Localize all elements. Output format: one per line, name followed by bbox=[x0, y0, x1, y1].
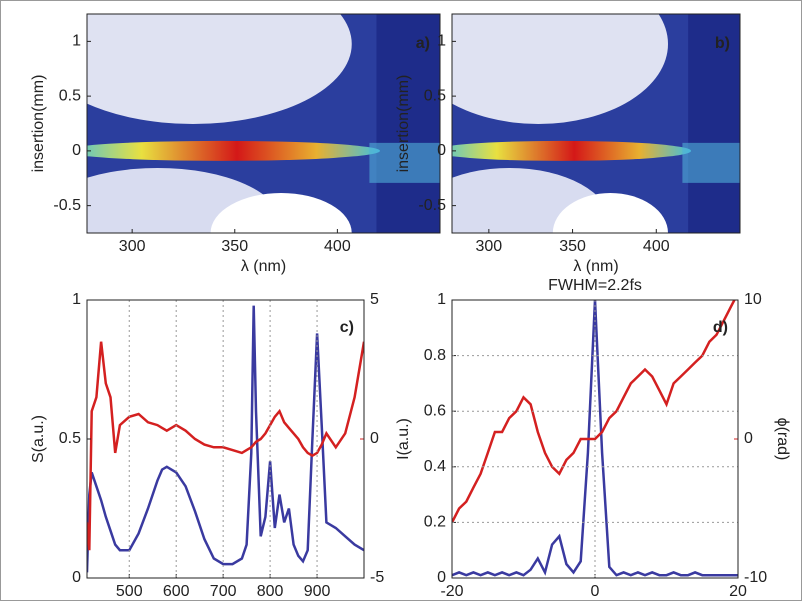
heatmap-band bbox=[87, 140, 380, 161]
line bbox=[87, 305, 364, 573]
y2-tick-label: 5 bbox=[370, 291, 379, 308]
y-tick-label: 0 bbox=[437, 569, 446, 586]
axes-box bbox=[86, 13, 441, 234]
plot-area bbox=[452, 14, 740, 233]
x-tick-label: 700 bbox=[210, 583, 237, 600]
y2-tick-label: 0 bbox=[744, 430, 753, 447]
heatmap-light bbox=[552, 193, 668, 233]
y-tick-label: 0 bbox=[72, 569, 81, 586]
y-tick-label: 1 bbox=[437, 33, 446, 50]
y2-axis-label: ϕ(rad) bbox=[774, 418, 791, 461]
y-tick-label: 1 bbox=[72, 291, 81, 308]
annotation: c) bbox=[340, 319, 354, 336]
x-tick-label: 400 bbox=[324, 238, 351, 255]
heatmap-right bbox=[688, 14, 740, 233]
x-tick-label: 600 bbox=[163, 583, 190, 600]
x-axis-label: λ (nm) bbox=[241, 258, 286, 275]
y-tick-label: 0.5 bbox=[424, 87, 446, 104]
axes-box bbox=[86, 299, 365, 579]
y-axis-label: I(a.u.) bbox=[395, 418, 412, 460]
y-axis-label: S(a.u.) bbox=[30, 415, 47, 463]
y-tick-label: 0.5 bbox=[59, 87, 81, 104]
y2-tick-label: -5 bbox=[370, 569, 384, 586]
y-tick-label: 0.8 bbox=[424, 347, 446, 364]
y-tick-label: 1 bbox=[437, 291, 446, 308]
x-tick-label: 500 bbox=[116, 583, 143, 600]
panel: 300 350 400 -0.5 0 0.5 1 a) λ (nm) insertion(mm) bbox=[30, 13, 441, 275]
heatmap-light bbox=[210, 193, 352, 233]
y-tick-label: 0.4 bbox=[424, 458, 446, 475]
chart-title: FWHM=2.2fs bbox=[548, 277, 642, 294]
y-tick-label: 1 bbox=[72, 33, 81, 50]
annotation: a) bbox=[416, 35, 430, 52]
y-tick-label: -0.5 bbox=[53, 197, 81, 214]
annotation: b) bbox=[715, 35, 730, 52]
x-tick-label: 900 bbox=[304, 583, 331, 600]
plot-area bbox=[87, 305, 364, 573]
x-tick-label: 20 bbox=[729, 583, 747, 600]
y-axis-label: insertion(mm) bbox=[395, 75, 412, 173]
x-tick-label: 300 bbox=[119, 238, 146, 255]
plot-area bbox=[87, 14, 440, 233]
y2-tick-label: 10 bbox=[744, 291, 762, 308]
axes-box bbox=[451, 13, 741, 234]
y-tick-label: 0.5 bbox=[59, 430, 81, 447]
x-tick-label: 350 bbox=[559, 238, 586, 255]
y-tick-label: 0 bbox=[72, 142, 81, 159]
y-tick-label: -0.5 bbox=[418, 197, 446, 214]
heatmap-light bbox=[452, 14, 668, 124]
y2-tick-label: 0 bbox=[370, 430, 379, 447]
x-tick-label: 0 bbox=[591, 583, 600, 600]
y-tick-label: 0 bbox=[437, 142, 446, 159]
plot-area bbox=[452, 300, 738, 577]
heatmap-right bbox=[376, 14, 440, 233]
x-axis-label: λ (nm) bbox=[573, 258, 618, 275]
annotation: d) bbox=[713, 319, 728, 336]
x-tick-label: 300 bbox=[475, 238, 502, 255]
heatmap-tail bbox=[369, 142, 440, 183]
line bbox=[452, 300, 736, 523]
heatmap-band bbox=[452, 140, 692, 161]
x-tick-label: 400 bbox=[643, 238, 670, 255]
y2-tick-label: -10 bbox=[744, 569, 767, 586]
y-axis-label: insertion(mm) bbox=[30, 75, 47, 173]
x-tick-label: 800 bbox=[257, 583, 284, 600]
line bbox=[87, 341, 364, 551]
y-tick-label: 0.2 bbox=[424, 514, 446, 531]
axes-box bbox=[451, 299, 739, 579]
y-tick-label: 0.6 bbox=[424, 402, 446, 419]
heatmap-tail bbox=[682, 142, 740, 183]
x-tick-label: 350 bbox=[221, 238, 248, 255]
panel: 300 350 400 -0.5 0 0.5 1 b) λ (nm) insertion(mm) bbox=[395, 13, 741, 275]
line bbox=[452, 300, 738, 577]
x-tick-label: -20 bbox=[440, 583, 463, 600]
heatmap-light bbox=[87, 14, 352, 124]
